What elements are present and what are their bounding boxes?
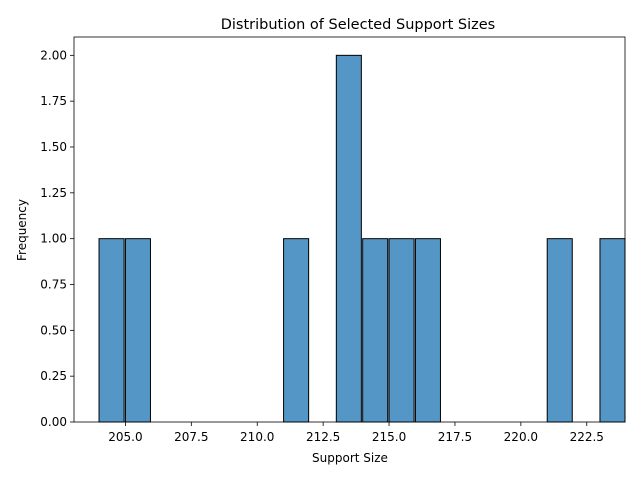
x-axis-ticks: 205.0 207.5 210.0 212.5 215.0 217.5 220.0 222.5 bbox=[108, 422, 604, 444]
histogram-bar bbox=[599, 238, 626, 423]
plot-frame bbox=[73, 36, 626, 423]
x-tick-label: 215.0 bbox=[372, 430, 406, 444]
y-axis-ticks: 0.00 0.25 0.50 0.75 1.00 1.25 1.50 1.75 2.00 bbox=[40, 48, 74, 429]
x-tick-label: 210.0 bbox=[240, 430, 274, 444]
y-tick-label: 0.50 bbox=[40, 323, 67, 337]
histogram-bar bbox=[124, 238, 151, 423]
x-axis-label: Support Size bbox=[312, 451, 388, 465]
y-tick-label: 1.75 bbox=[40, 94, 67, 108]
histogram-bar bbox=[362, 238, 389, 423]
y-tick-label: 1.25 bbox=[40, 186, 67, 200]
histogram-bar bbox=[414, 238, 441, 423]
histogram-bar bbox=[546, 238, 573, 423]
histogram-bar bbox=[388, 238, 415, 423]
y-tick-label: 1.50 bbox=[40, 140, 67, 154]
y-tick-label: 0.75 bbox=[40, 278, 67, 292]
y-tick-label: 0.00 bbox=[40, 415, 67, 429]
x-tick-label: 205.0 bbox=[108, 430, 142, 444]
y-axis-label: Frequency bbox=[15, 199, 29, 261]
histogram-bar bbox=[98, 238, 125, 423]
y-tick-label: 0.25 bbox=[40, 369, 67, 383]
y-tick-label: 2.00 bbox=[40, 48, 67, 62]
x-tick-label: 212.5 bbox=[306, 430, 340, 444]
chart-title: Distribution of Selected Support Sizes bbox=[221, 17, 496, 33]
histogram-bar bbox=[283, 238, 310, 423]
bars-group bbox=[98, 54, 626, 423]
x-tick-label: 217.5 bbox=[438, 430, 472, 444]
x-tick-label: 222.5 bbox=[570, 430, 604, 444]
histogram-bar bbox=[335, 54, 362, 423]
y-tick-label: 1.00 bbox=[40, 232, 67, 246]
x-tick-label: 207.5 bbox=[174, 430, 208, 444]
x-tick-label: 220.0 bbox=[504, 430, 538, 444]
